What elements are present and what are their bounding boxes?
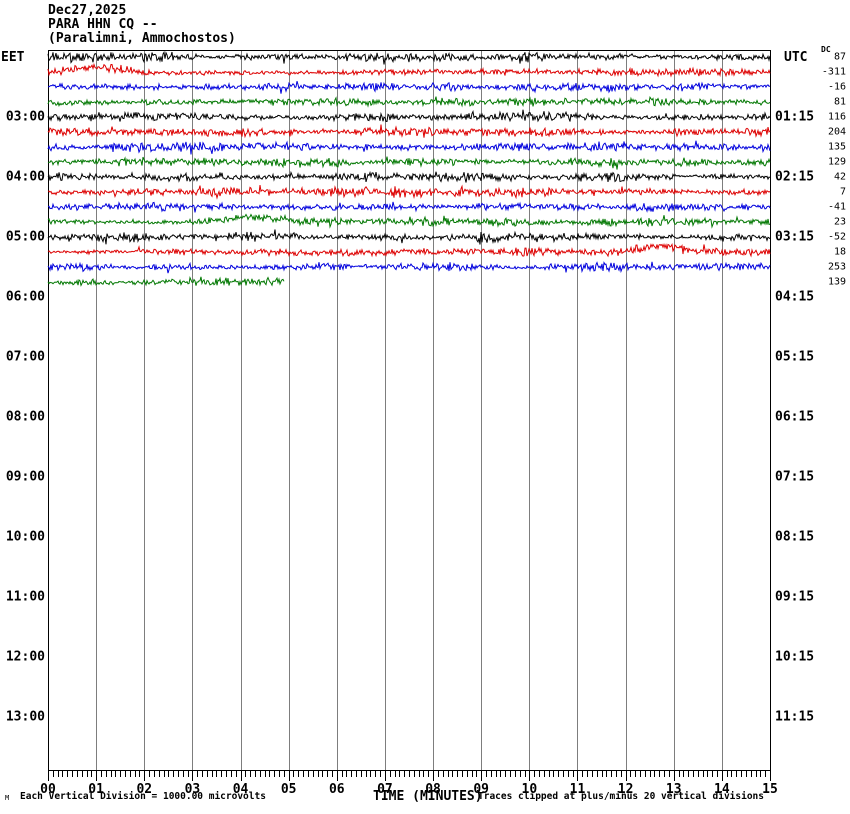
x-tick-label: 04 xyxy=(232,782,249,797)
x-tick-label: 11 xyxy=(569,782,586,797)
trace-0445-green xyxy=(47,213,771,229)
right-hour-label: 03:15 xyxy=(775,229,815,245)
dc-offset-value: -41 xyxy=(827,201,846,213)
left-hour-label: 08:00 xyxy=(5,409,45,425)
trace-0400-black xyxy=(47,170,771,183)
dc-offset-value: 204 xyxy=(827,126,846,138)
clip-note: Traces clipped at plus/minus 20 vertical… xyxy=(478,791,764,802)
x-tick-label: 06 xyxy=(328,782,345,797)
right-hour-label: 09:15 xyxy=(775,589,815,605)
x-axis-title: TIME (MINUTES) xyxy=(373,789,483,804)
right-hour-label: 11:15 xyxy=(775,709,815,725)
trace-0200-black xyxy=(47,50,771,65)
trace-0315-red xyxy=(47,124,771,139)
dc-column-label: DC xyxy=(821,45,831,54)
left-hour-label: 09:00 xyxy=(5,469,45,485)
page-title-location: (Paralimni, Ammochostos) xyxy=(48,31,236,46)
trace-0515-red xyxy=(47,242,771,258)
trace-0245-green xyxy=(47,96,771,108)
x-tick-label: 05 xyxy=(280,782,297,797)
dc-offset-value: 7 xyxy=(839,186,846,198)
trace-0530-blue xyxy=(47,261,771,274)
left-hour-label: 10:00 xyxy=(5,529,45,545)
right-hour-label: 07:15 xyxy=(775,469,815,485)
x-tick-label: 01 xyxy=(88,782,104,797)
left-hour-label: 12:00 xyxy=(5,649,45,665)
x-tick-label: 13 xyxy=(665,782,682,797)
left-hour-label: 04:00 xyxy=(5,169,45,185)
right-hour-label: 04:15 xyxy=(775,289,815,305)
x-tick-label: 09 xyxy=(473,782,490,797)
left-timezone-label: EET xyxy=(1,50,25,65)
trace-0500-black xyxy=(47,229,771,245)
x-tick-label: 10 xyxy=(521,782,538,797)
trace-0430-blue xyxy=(47,201,771,213)
left-hour-label: 13:00 xyxy=(5,709,45,725)
dc-offset-value: 23 xyxy=(833,216,846,228)
x-tick-label: 03 xyxy=(184,782,201,797)
dc-offset-value: -16 xyxy=(827,81,846,93)
right-hour-label: 05:15 xyxy=(775,349,815,365)
dc-offset-value: 135 xyxy=(827,141,846,153)
trace-0345-green xyxy=(47,156,771,170)
x-tick-label: 00 xyxy=(40,782,56,797)
left-hour-label: 03:00 xyxy=(5,109,45,125)
trace-0230-blue xyxy=(48,81,771,94)
trace-0330-blue xyxy=(47,140,771,155)
right-hour-label: 10:15 xyxy=(775,649,815,665)
page-title-station: PARA HHN CQ -- xyxy=(48,17,158,32)
dc-offset-value: 81 xyxy=(833,96,846,108)
scale-note: Each Vertical Division = 1000.00 microvo… xyxy=(20,791,266,802)
dc-offset-value: 129 xyxy=(827,156,846,168)
left-hour-label: 07:00 xyxy=(5,349,45,365)
trace-0215-red xyxy=(47,62,771,78)
dc-offset-value: 87 xyxy=(833,51,846,63)
x-tick-label: 14 xyxy=(714,782,730,797)
trace-0300-black xyxy=(47,109,771,123)
left-hour-label: 05:00 xyxy=(5,229,45,245)
dc-offset-value: 116 xyxy=(827,111,846,123)
page-title-date: Dec27,2025 xyxy=(48,3,127,18)
trace-0415-red xyxy=(47,184,771,200)
x-tick-label: 07 xyxy=(377,782,393,797)
dc-offset-value: 253 xyxy=(827,261,846,273)
dc-offset-value: 139 xyxy=(827,276,846,288)
dc-offset-value: -311 xyxy=(821,66,846,78)
right-hour-label: 02:15 xyxy=(775,169,815,185)
left-hour-label: 06:00 xyxy=(5,289,45,305)
dc-offset-value: -52 xyxy=(827,231,846,243)
right-hour-label: 08:15 xyxy=(775,529,815,545)
right-hour-label: 01:15 xyxy=(775,109,815,125)
x-tick-label: 12 xyxy=(617,782,634,797)
right-hour-label: 06:15 xyxy=(775,409,815,425)
trace-0545-green xyxy=(47,276,285,287)
right-timezone-label: UTC xyxy=(784,50,808,65)
watermark-glyph: M xyxy=(5,794,10,802)
dc-offset-value: 18 xyxy=(833,246,846,258)
dc-offset-value: 42 xyxy=(833,171,846,183)
left-hour-label: 11:00 xyxy=(5,589,45,605)
x-tick-label: 15 xyxy=(762,782,778,797)
x-tick-label: 08 xyxy=(425,782,441,797)
x-tick-label: 02 xyxy=(136,782,153,797)
